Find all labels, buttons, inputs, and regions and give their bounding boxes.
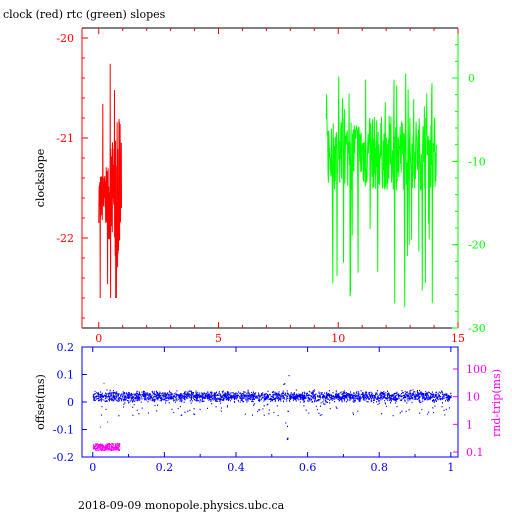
bottom-yr-tick-label: 100 xyxy=(466,363,487,376)
top-x-tick-label: 0 xyxy=(95,332,102,345)
bottom-yl-tick-label: 0 xyxy=(67,396,74,409)
bottom-panel: 0 0.2 0.4 0.6 0.8 1 0.2 0.1 0 -0.1 -0.2 100 10 1 0.1 of… xyxy=(34,341,503,474)
bottom-frame xyxy=(81,346,459,458)
bottom-yl-tick-label: -0.1 xyxy=(53,424,74,437)
series-line-rtc-green xyxy=(325,73,437,308)
bottom-y-axis-label-right: rnd-trip(ms) xyxy=(490,369,503,437)
top-yl-tick-label: -22 xyxy=(56,232,74,245)
top-yr-tick-label: 0 xyxy=(468,72,475,85)
bottom-x-tick-label: 0.6 xyxy=(299,461,317,474)
series-points-roundtrip-magenta xyxy=(92,382,121,452)
bottom-x-tick-label: 1 xyxy=(447,461,454,474)
series-points-offset-blue xyxy=(92,374,452,440)
bottom-yl-tick-label: 0.2 xyxy=(57,341,75,354)
top-x-tick-label: 15 xyxy=(451,332,465,345)
top-panel: 0 5 10 15 -20 -21 -22 0 -10 -20 -30 clockslope xyxy=(34,27,486,345)
top-y-axis-label: clockslope xyxy=(34,149,47,207)
bottom-yl-tick-label: -0.2 xyxy=(53,451,74,464)
bottom-x-tick-label: 0.4 xyxy=(227,461,245,474)
chart-title: clock (red) rtc (green) slopes xyxy=(3,8,166,21)
top-yl-tick-label: -20 xyxy=(56,32,74,45)
top-yr-tick-label: -10 xyxy=(468,155,486,168)
top-x-tick-label: 10 xyxy=(331,332,345,345)
top-x-tick-label: 5 xyxy=(215,332,222,345)
top-yr-tick-label: -20 xyxy=(468,239,486,252)
bottom-x-tick-label: 0.8 xyxy=(370,461,388,474)
bottom-yr-tick-label: 0.1 xyxy=(466,446,484,459)
bottom-y-axis-label: offset(ms) xyxy=(34,374,47,430)
bottom-x-tick-label: 0.2 xyxy=(156,461,174,474)
bottom-yr-tick-label: 10 xyxy=(466,391,480,404)
series-line-clock-red xyxy=(98,63,122,299)
top-yr-tick-label: -30 xyxy=(468,322,486,335)
bottom-yr-tick-label: 1 xyxy=(466,418,473,431)
top-yl-tick-label: -21 xyxy=(56,132,74,145)
footer-label: 2018-09-09 monopole.physics.ubc.ca xyxy=(78,499,285,512)
bottom-x-tick-label: 0 xyxy=(89,461,96,474)
bottom-yl-tick-label: 0.1 xyxy=(57,369,75,382)
